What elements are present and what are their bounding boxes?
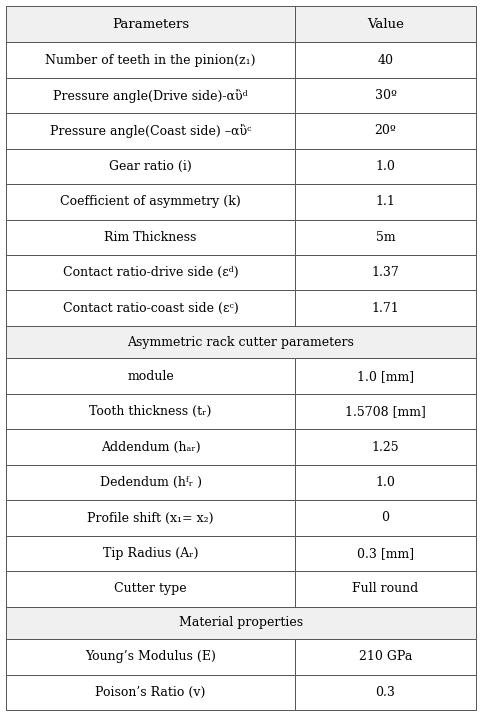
Bar	[6, 149, 295, 184]
Bar	[6, 606, 476, 639]
Text: 20º: 20º	[375, 125, 397, 137]
Text: Contact ratio-coast side (εᶜ): Contact ratio-coast side (εᶜ)	[63, 301, 239, 315]
Bar	[295, 220, 476, 255]
Bar	[295, 430, 476, 465]
Text: module: module	[127, 369, 174, 382]
Bar	[295, 500, 476, 536]
Bar	[295, 536, 476, 571]
Bar	[6, 184, 295, 220]
Text: Addendum (hₐᵣ): Addendum (hₐᵣ)	[101, 440, 201, 453]
Text: 30º: 30º	[375, 89, 397, 102]
Bar	[295, 113, 476, 149]
Bar	[6, 220, 295, 255]
Text: Parameters: Parameters	[112, 18, 189, 31]
Text: 1.1: 1.1	[375, 195, 395, 208]
Bar	[6, 6, 295, 42]
Bar	[295, 184, 476, 220]
Text: Full round: Full round	[352, 582, 419, 595]
Bar	[6, 42, 295, 78]
Bar	[6, 291, 295, 326]
Text: 40: 40	[377, 54, 393, 67]
Text: Contact ratio-drive side (εᵈ): Contact ratio-drive side (εᵈ)	[63, 266, 238, 279]
Bar	[6, 430, 295, 465]
Bar	[6, 571, 295, 606]
Text: 1.5708 [mm]: 1.5708 [mm]	[345, 405, 426, 418]
Text: Value: Value	[367, 18, 404, 31]
Bar	[6, 255, 295, 291]
Bar	[295, 359, 476, 394]
Text: Pressure angle(Drive side)-αὒᵈ: Pressure angle(Drive side)-αὒᵈ	[53, 89, 248, 102]
Text: Tooth thickness (tᵣ): Tooth thickness (tᵣ)	[89, 405, 212, 418]
Text: Cutter type: Cutter type	[114, 582, 187, 595]
Text: Coefficient of asymmetry (k): Coefficient of asymmetry (k)	[60, 195, 241, 208]
Text: 0.3: 0.3	[375, 686, 395, 699]
Text: Asymmetric rack cutter parameters: Asymmetric rack cutter parameters	[128, 336, 354, 349]
Bar	[6, 536, 295, 571]
Text: Young’s Modulus (E): Young’s Modulus (E)	[85, 650, 216, 663]
Text: 1.0: 1.0	[375, 160, 395, 173]
Text: Number of teeth in the pinion(z₁): Number of teeth in the pinion(z₁)	[45, 54, 256, 67]
Bar	[6, 113, 295, 149]
Bar	[6, 465, 295, 500]
Text: Profile shift (x₁= x₂): Profile shift (x₁= x₂)	[87, 511, 214, 524]
Bar	[6, 78, 295, 113]
Bar	[6, 326, 476, 359]
Bar	[295, 291, 476, 326]
Text: 1.25: 1.25	[372, 440, 400, 453]
Bar	[295, 149, 476, 184]
Bar	[295, 394, 476, 430]
Text: 0: 0	[382, 511, 389, 524]
Bar	[295, 255, 476, 291]
Bar	[6, 394, 295, 430]
Text: 1.71: 1.71	[372, 301, 400, 315]
Bar	[6, 359, 295, 394]
Text: Rim Thickness: Rim Thickness	[104, 231, 197, 244]
Text: 1.37: 1.37	[372, 266, 400, 279]
Bar	[295, 571, 476, 606]
Text: Tip Radius (Aᵣ): Tip Radius (Aᵣ)	[103, 547, 198, 560]
Bar	[6, 674, 295, 710]
Bar	[295, 6, 476, 42]
Text: Pressure angle(Coast side) –αὒᶜ: Pressure angle(Coast side) –αὒᶜ	[50, 124, 251, 138]
Bar	[295, 78, 476, 113]
Text: 1.0 [mm]: 1.0 [mm]	[357, 369, 414, 382]
Text: Gear ratio (i): Gear ratio (i)	[109, 160, 192, 173]
Text: Dedendum (hᶠᵣ ): Dedendum (hᶠᵣ )	[99, 476, 201, 489]
Bar	[295, 639, 476, 674]
Bar	[6, 500, 295, 536]
Text: 0.3 [mm]: 0.3 [mm]	[357, 547, 414, 560]
Bar	[295, 42, 476, 78]
Text: Poison’s Ratio (v): Poison’s Ratio (v)	[95, 686, 206, 699]
Text: Material properties: Material properties	[179, 616, 303, 629]
Bar	[6, 639, 295, 674]
Text: 210 GPa: 210 GPa	[359, 650, 412, 663]
Bar	[295, 465, 476, 500]
Text: 5m: 5m	[375, 231, 395, 244]
Bar	[295, 674, 476, 710]
Text: 1.0: 1.0	[375, 476, 395, 489]
